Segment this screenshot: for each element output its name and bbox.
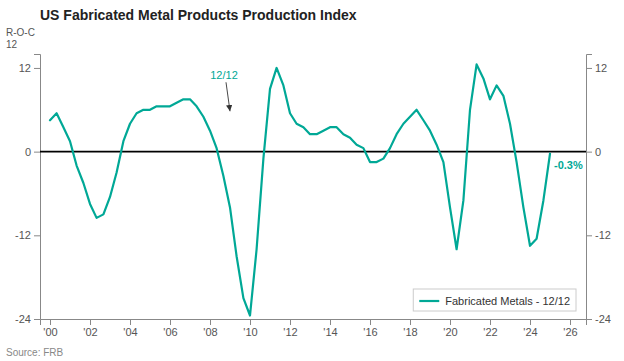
tick-label: '20 [443, 326, 457, 338]
tick: '14 [323, 319, 337, 338]
tick-mark [170, 319, 171, 325]
tick-mark [450, 319, 451, 325]
tick: 0 [25, 146, 40, 158]
tick: '02 [83, 319, 97, 338]
tick-mark [490, 319, 491, 325]
axis-domain [41, 320, 587, 326]
chart: '00 '02 '04 '06 '08 '10 '12 '14 '16 '18 '20 '22 '24 '… [0, 0, 624, 361]
tick-label: '22 [483, 326, 497, 338]
tick-label: -24 [595, 313, 611, 325]
tick-mark [34, 235, 40, 236]
tick-label: 12 [595, 62, 607, 74]
tick-mark [330, 319, 331, 325]
tick-mark [586, 68, 592, 69]
legend-swatch [419, 300, 439, 302]
tick-label: -24 [15, 313, 31, 325]
tick-mark [586, 235, 592, 236]
tick-mark [290, 319, 291, 325]
tick: '00 [43, 319, 57, 338]
axis: '00 '02 '04 '06 '08 '10 '12 '14 '16 '18 '20 '22 '24 '… [41, 319, 587, 338]
tick-label: -12 [595, 229, 611, 241]
tick: '20 [443, 319, 457, 338]
tick-label: '14 [323, 326, 337, 338]
series-line [50, 64, 550, 315]
tick: '22 [483, 319, 497, 338]
tick: 12 [586, 62, 607, 74]
tick: -24 [15, 313, 40, 325]
tick-label: -12 [15, 229, 31, 241]
annotation: 12/12 [210, 69, 238, 81]
tick-mark [586, 319, 592, 320]
tick-label: '00 [43, 326, 57, 338]
tick-label: '12 [283, 326, 297, 338]
tick: 12 [19, 62, 40, 74]
tick-mark [34, 319, 40, 320]
annotation: -0.3% [554, 159, 583, 171]
tick-mark [90, 319, 91, 325]
tick-label: '16 [363, 326, 377, 338]
tick-mark [570, 319, 571, 325]
tick: '12 [283, 319, 297, 338]
tick-mark [250, 319, 251, 325]
axis-domain [587, 55, 593, 320]
tick-label: 0 [25, 146, 31, 158]
tick: '26 [563, 319, 577, 338]
legend-label: Fabricated Metals - 12/12 [445, 295, 570, 307]
axis-label: 12 [6, 39, 18, 50]
tick: '16 [363, 319, 377, 338]
tick: 0 [586, 146, 601, 158]
tick-mark [530, 319, 531, 325]
tick: '10 [243, 319, 257, 338]
tick-label: '04 [123, 326, 137, 338]
axis: -24 -12 0 12 [15, 55, 40, 326]
tick-mark [130, 319, 131, 325]
annotation-arrow [226, 82, 230, 111]
axis-label: R-O-C [6, 27, 35, 38]
tick-label: '26 [563, 326, 577, 338]
tick-mark [586, 152, 592, 153]
tick-mark [34, 68, 40, 69]
axis: -24 -12 0 12 [586, 55, 611, 326]
tick-mark [34, 152, 40, 153]
tick-label: '02 [83, 326, 97, 338]
tick: -12 [15, 229, 40, 241]
tick: -24 [586, 313, 611, 325]
tick: '08 [203, 319, 217, 338]
tick-mark [210, 319, 211, 325]
tick-label: 0 [595, 146, 601, 158]
tick-label: '10 [243, 326, 257, 338]
tick-label: '24 [523, 326, 537, 338]
tick-label: '18 [403, 326, 417, 338]
axis-domain [34, 55, 41, 320]
tick-label: 12 [19, 62, 31, 74]
tick-mark [410, 319, 411, 325]
tick: '18 [403, 319, 417, 338]
legend-box [413, 289, 576, 311]
tick-mark [50, 319, 51, 325]
tick: '24 [523, 319, 537, 338]
legend-item: Fabricated Metals - 12/12 [419, 295, 570, 307]
source: Source: FRB [6, 347, 64, 358]
tick-label: '08 [203, 326, 217, 338]
tick-label: '06 [163, 326, 177, 338]
tick: -12 [586, 229, 611, 241]
title: US Fabricated Metal Products Production … [40, 7, 357, 23]
plot-area [40, 64, 586, 315]
legend: Fabricated Metals - 12/12 [413, 289, 576, 311]
tick-mark [370, 319, 371, 325]
tick: '04 [123, 319, 137, 338]
tick: '06 [163, 319, 177, 338]
